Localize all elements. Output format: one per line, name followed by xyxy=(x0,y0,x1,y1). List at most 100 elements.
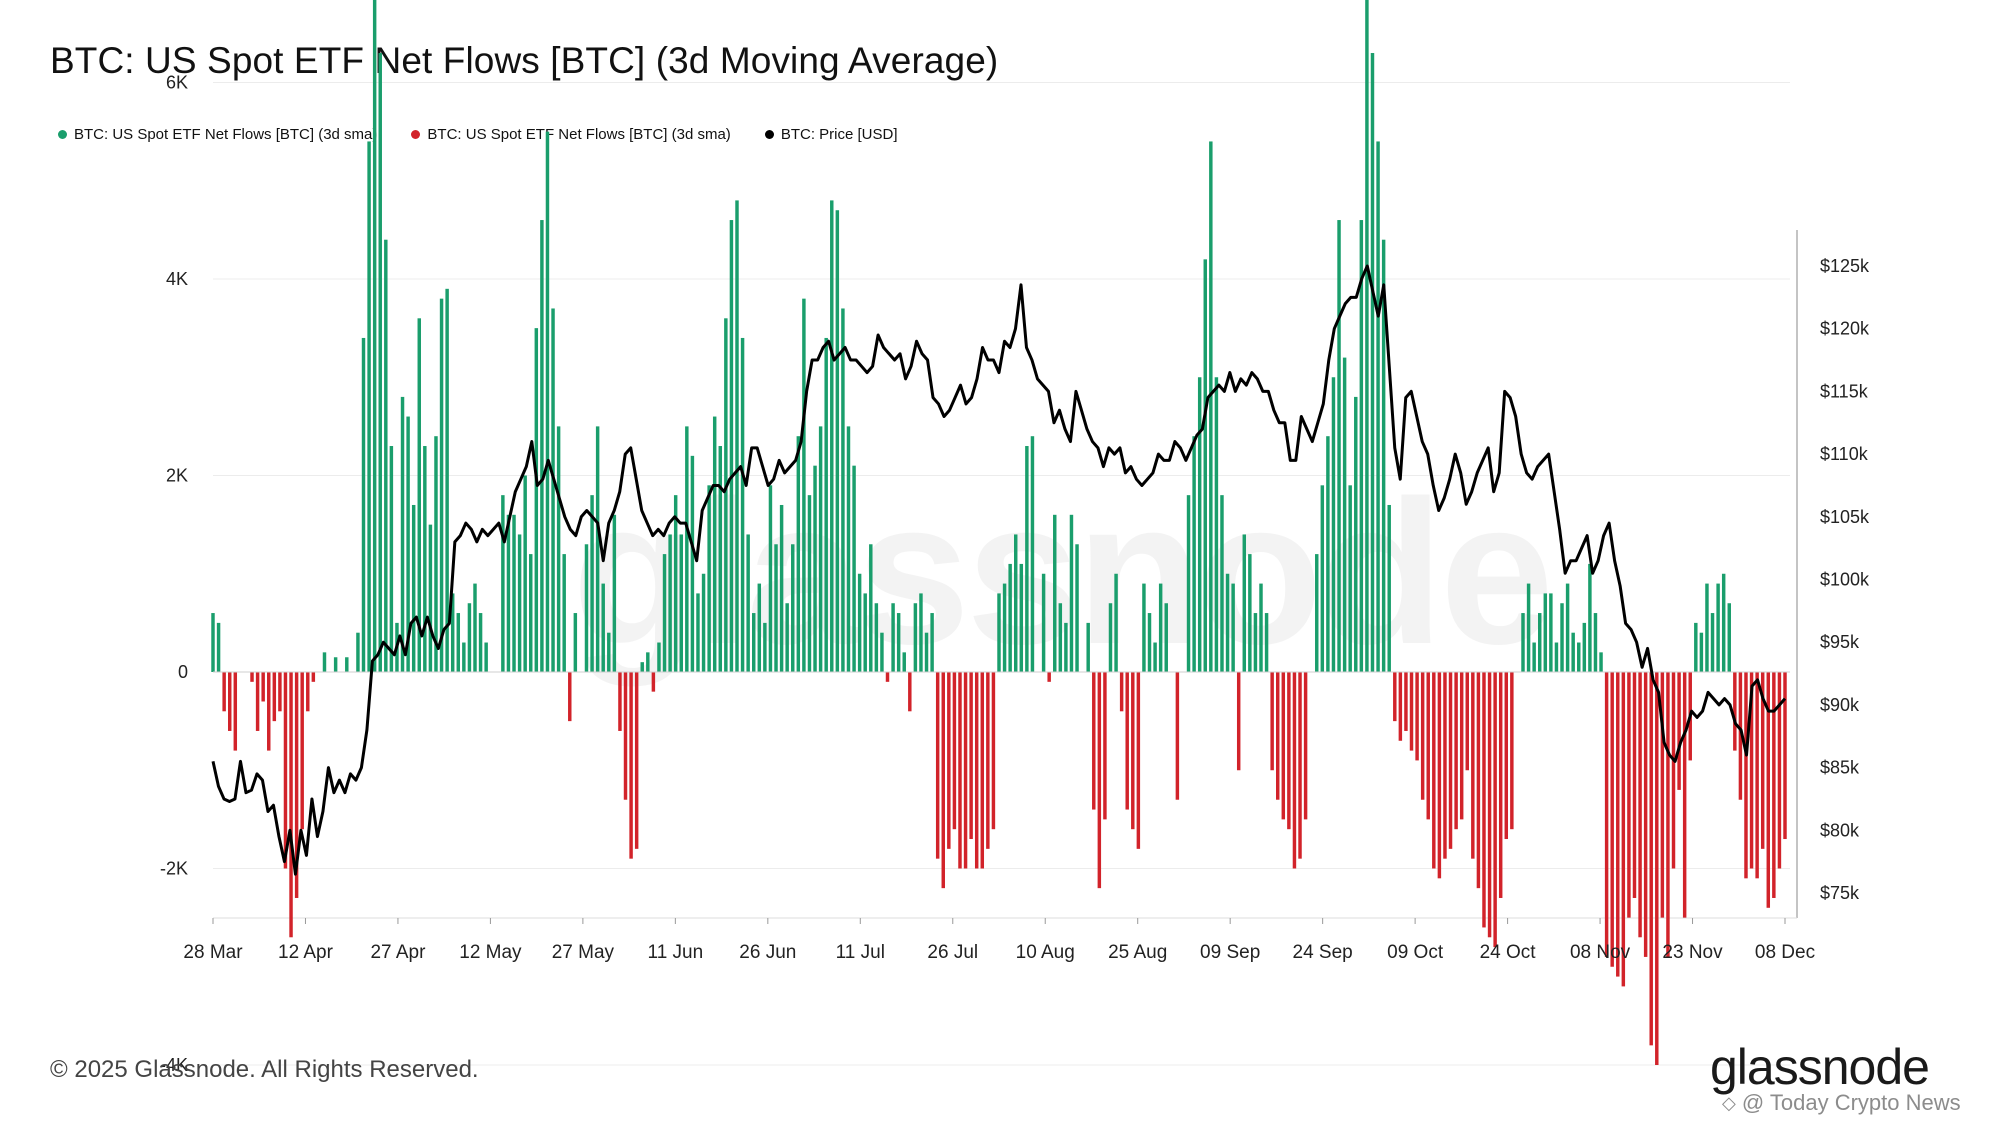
inflow-bar xyxy=(478,613,483,672)
outflow-bar xyxy=(1454,672,1458,830)
legend-item-outflows[interactable]: BTC: US Spot ETF Net Flows [BTC] (3d sma… xyxy=(411,126,731,143)
inflow-bar xyxy=(545,131,550,673)
y-left-tick-label: -2K xyxy=(160,859,188,879)
inflow-bar xyxy=(1599,652,1603,672)
inflow-bar xyxy=(1354,396,1358,672)
outflow-bar xyxy=(1432,672,1436,869)
inflow-bar xyxy=(1019,563,1024,672)
outflow-bar xyxy=(651,672,656,692)
inflow-bar xyxy=(835,210,840,672)
inflow-bar xyxy=(673,495,678,672)
inflow-bar xyxy=(573,613,578,672)
y-right-tick-label: $115k xyxy=(1820,381,1869,401)
inflow-bar xyxy=(1376,141,1380,672)
outflow-bar xyxy=(1504,672,1509,840)
inflow-bar xyxy=(512,514,516,672)
inflow-bar xyxy=(1370,53,1375,672)
inflow-bar xyxy=(372,0,377,673)
outflow-bar xyxy=(1733,672,1737,751)
inflow-bar xyxy=(333,657,338,672)
inflow-bar xyxy=(924,632,929,672)
inflow-bar xyxy=(584,544,589,672)
outflow-bar xyxy=(1766,672,1771,908)
inflow-bar xyxy=(668,534,672,672)
outflow-bar xyxy=(963,672,968,869)
inflow-bar xyxy=(1577,642,1581,672)
inflow-bar xyxy=(367,141,371,672)
outflow-bar xyxy=(1415,672,1419,761)
x-tick-label: 11 Jun xyxy=(648,942,704,963)
inflow-bar xyxy=(1588,563,1592,672)
inflow-bar xyxy=(534,328,539,673)
outflow-bar xyxy=(1270,672,1274,771)
outflow-bar xyxy=(1119,672,1124,712)
outflow-bar xyxy=(991,672,996,830)
outflow-bar xyxy=(947,672,951,849)
inflow-bar xyxy=(874,603,879,672)
legend-label: BTC: US Spot ETF Net Flows [BTC] (3d sma… xyxy=(427,126,731,143)
x-tick-label: 08 Nov xyxy=(1570,942,1631,963)
x-tick-label: 27 May xyxy=(552,942,615,963)
inflow-bar xyxy=(1571,632,1575,672)
inflow-bar xyxy=(540,220,544,673)
outflow-bar xyxy=(980,672,985,869)
inflow-bar xyxy=(740,337,745,672)
glassnode-logo: glassnode xyxy=(1710,1039,1930,1095)
inflow-bar xyxy=(1387,504,1391,672)
outflow-bar xyxy=(1448,672,1453,849)
outflow-bar xyxy=(1459,672,1464,820)
x-tick-label: 12 Apr xyxy=(278,942,334,963)
inflow-bar xyxy=(1192,436,1196,672)
outflow-bar xyxy=(1047,672,1051,682)
outflow-bar xyxy=(1783,672,1787,840)
outflow-bar xyxy=(250,672,254,682)
outflow-bar xyxy=(272,672,277,722)
legend-item-inflows[interactable]: BTC: US Spot ETF Net Flows [BTC] (3d sma… xyxy=(58,126,377,143)
inflow-bar xyxy=(1069,514,1074,672)
copyright-text: © 2025 Glassnode. All Rights Reserved. xyxy=(50,1056,479,1083)
y-right-tick-label: $120k xyxy=(1820,319,1870,339)
inflow-bar xyxy=(1114,573,1118,672)
outflow-bar xyxy=(294,672,299,898)
outflow-bar xyxy=(1627,672,1631,918)
inflow-bar xyxy=(467,603,472,672)
inflow-bar xyxy=(378,53,382,672)
inflow-bar xyxy=(1381,239,1386,672)
inflow-bar xyxy=(1014,534,1018,672)
outflow-bar xyxy=(1443,672,1447,859)
inflow-bar xyxy=(216,622,221,673)
inflow-bar xyxy=(1086,622,1090,673)
inflow-bar xyxy=(1337,220,1341,673)
outflow-bar xyxy=(958,672,962,869)
inflow-bar xyxy=(1554,642,1559,672)
inflow-bar xyxy=(462,642,466,672)
inflow-bar xyxy=(456,613,461,672)
inflow-bar xyxy=(400,396,405,672)
legend-item-price[interactable]: BTC: Price [USD] xyxy=(764,126,898,143)
inflow-bar xyxy=(1153,642,1157,672)
inflow-bar xyxy=(846,426,851,673)
outflow-bar xyxy=(618,672,622,731)
outflow-bar xyxy=(283,672,288,869)
inflow-bar xyxy=(1164,603,1168,672)
outflow-bar xyxy=(1649,672,1653,1046)
inflow-bar xyxy=(1582,622,1587,673)
inflow-bar xyxy=(1209,141,1213,672)
outflow-bar xyxy=(986,672,990,849)
outflow-bar xyxy=(1744,672,1748,879)
source-credit: ◇ @ Today Crypto News xyxy=(1722,1090,1961,1116)
inflow-bar xyxy=(1158,583,1163,672)
inflow-bar xyxy=(818,426,823,673)
outflow-bar xyxy=(1292,672,1297,869)
outflow-bar xyxy=(222,672,226,712)
inflow-bar xyxy=(729,220,734,673)
inflow-bar xyxy=(802,298,806,672)
inflow-bar xyxy=(774,544,778,672)
inflow-bar xyxy=(712,416,717,672)
x-tick-label: 23 Nov xyxy=(1662,942,1723,963)
legend-marker-green xyxy=(58,130,67,139)
diamond-icon: ◇ xyxy=(1722,1092,1736,1113)
outflow-bar xyxy=(634,672,639,849)
outflow-bar xyxy=(1616,672,1620,977)
inflow-bar xyxy=(1694,622,1698,673)
